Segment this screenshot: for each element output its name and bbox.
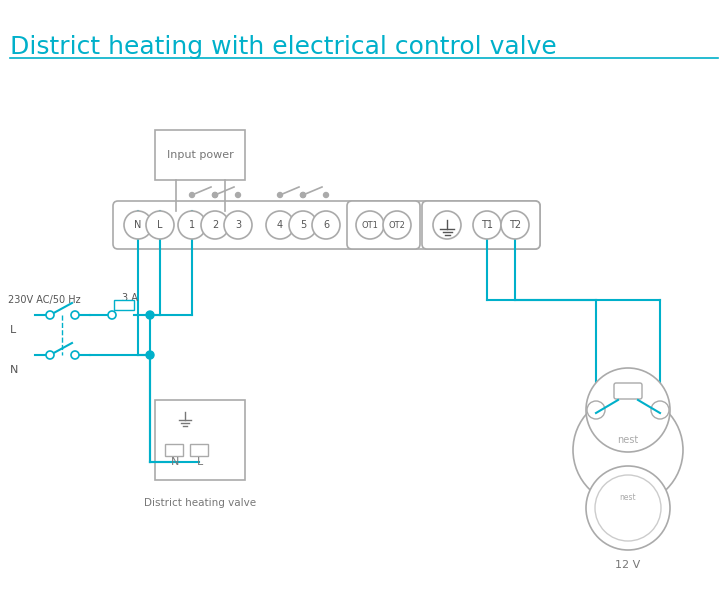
Text: 3 A: 3 A	[122, 293, 138, 303]
FancyBboxPatch shape	[347, 201, 420, 249]
Text: 3: 3	[235, 220, 241, 230]
Circle shape	[266, 211, 294, 239]
Text: T1: T1	[481, 220, 493, 230]
Text: nest: nest	[617, 435, 638, 445]
Text: 230V AC/50 Hz: 230V AC/50 Hz	[8, 295, 81, 305]
Text: 5: 5	[300, 220, 306, 230]
Circle shape	[356, 211, 384, 239]
Circle shape	[46, 311, 54, 319]
Circle shape	[587, 401, 605, 419]
Text: 6: 6	[323, 220, 329, 230]
Text: District heating with electrical control valve: District heating with electrical control…	[10, 35, 557, 59]
Circle shape	[651, 401, 669, 419]
Circle shape	[595, 475, 661, 541]
FancyBboxPatch shape	[614, 383, 642, 399]
Circle shape	[501, 211, 529, 239]
Circle shape	[189, 192, 194, 197]
Text: District heating valve: District heating valve	[144, 498, 256, 508]
Circle shape	[224, 211, 252, 239]
Text: L: L	[10, 325, 16, 335]
Text: T2: T2	[509, 220, 521, 230]
Circle shape	[473, 211, 501, 239]
Circle shape	[289, 211, 317, 239]
FancyBboxPatch shape	[113, 201, 540, 249]
Text: Input power: Input power	[167, 150, 234, 160]
FancyBboxPatch shape	[422, 201, 540, 249]
Circle shape	[213, 192, 218, 197]
Circle shape	[146, 211, 174, 239]
Circle shape	[433, 211, 461, 239]
Text: L: L	[197, 457, 203, 467]
Circle shape	[124, 211, 152, 239]
Text: N: N	[134, 220, 142, 230]
Circle shape	[146, 351, 154, 359]
Text: 2: 2	[212, 220, 218, 230]
Circle shape	[383, 211, 411, 239]
FancyBboxPatch shape	[165, 444, 183, 456]
Text: N: N	[171, 457, 179, 467]
Text: OT2: OT2	[389, 220, 405, 229]
FancyBboxPatch shape	[190, 444, 208, 456]
Circle shape	[323, 192, 328, 197]
Text: 12 V: 12 V	[615, 560, 641, 570]
Circle shape	[71, 311, 79, 319]
FancyBboxPatch shape	[114, 300, 134, 310]
Circle shape	[213, 192, 218, 197]
FancyBboxPatch shape	[155, 130, 245, 180]
Text: 4: 4	[277, 220, 283, 230]
Circle shape	[277, 192, 282, 197]
Circle shape	[573, 395, 683, 505]
Circle shape	[108, 311, 116, 319]
Circle shape	[301, 192, 306, 197]
FancyBboxPatch shape	[155, 400, 245, 480]
Circle shape	[301, 192, 306, 197]
Text: L: L	[157, 220, 163, 230]
Circle shape	[46, 351, 54, 359]
Circle shape	[586, 466, 670, 550]
Circle shape	[178, 211, 206, 239]
Circle shape	[201, 211, 229, 239]
Circle shape	[312, 211, 340, 239]
Text: OT1: OT1	[362, 220, 379, 229]
Circle shape	[146, 311, 154, 319]
Text: 1: 1	[189, 220, 195, 230]
Circle shape	[235, 192, 240, 197]
Circle shape	[586, 368, 670, 452]
Text: nest: nest	[620, 494, 636, 503]
Circle shape	[71, 351, 79, 359]
Text: N: N	[10, 365, 18, 375]
